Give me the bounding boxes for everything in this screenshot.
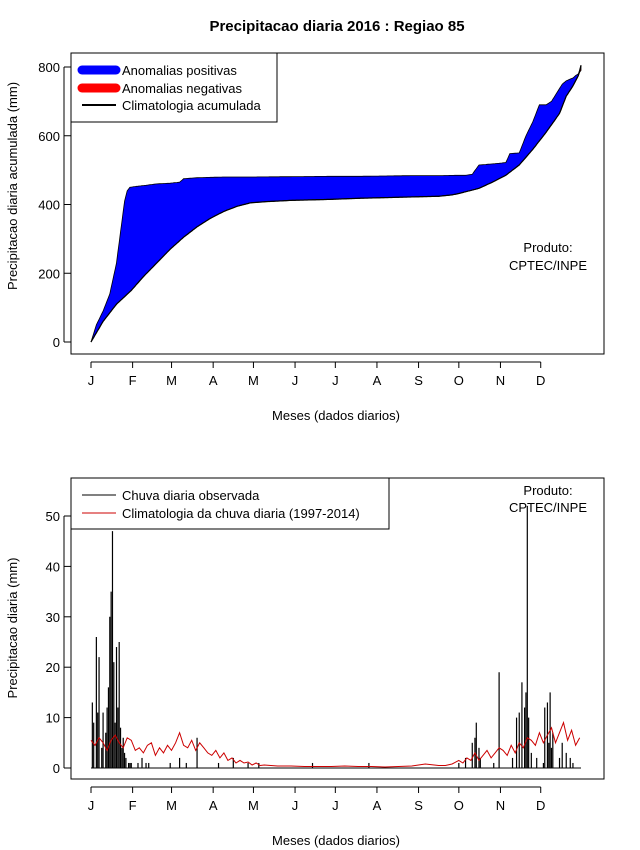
y-tick-label: 20 bbox=[46, 660, 60, 675]
x-tick-label: O bbox=[454, 373, 464, 388]
x-tick-label: J bbox=[292, 373, 299, 388]
x-tick-label: O bbox=[454, 798, 464, 813]
x-tick-label: J bbox=[88, 373, 95, 388]
y-tick-label: 40 bbox=[46, 559, 60, 574]
legend-label-negative: Anomalias negativas bbox=[122, 81, 242, 96]
y-tick-label: 0 bbox=[53, 335, 60, 350]
y-axis-label: Precipitacao diaria acumulada (mm) bbox=[5, 82, 20, 290]
y-tick-label: 200 bbox=[38, 266, 60, 281]
x-tick-label: A bbox=[373, 798, 382, 813]
legend: Anomalias positivas Anomalias negativas … bbox=[70, 52, 278, 123]
legend-label-climatology: Climatologia acumulada bbox=[122, 98, 262, 113]
x-tick-label: F bbox=[129, 373, 137, 388]
legend-label-positive: Anomalias positivas bbox=[122, 63, 237, 78]
x-tick-label: A bbox=[209, 373, 218, 388]
figure-title: Precipitacao diaria 2016 : Regiao 85 bbox=[209, 18, 464, 35]
y-tick-label: 800 bbox=[38, 60, 60, 75]
x-tick-label: J bbox=[332, 373, 339, 388]
daily-climatology-line bbox=[90, 720, 581, 768]
x-tick-label: F bbox=[129, 798, 137, 813]
daily-chart: 0 10 20 30 40 50 J F M A M J J A S O N D Precipitacao di… bbox=[5, 477, 605, 848]
x-tick-label: M bbox=[166, 798, 177, 813]
accumulated-chart: 0 200 400 600 800 J F M A M J J A S O N D Precipitacao … bbox=[5, 52, 605, 423]
y-axis: 0 10 20 30 40 50 bbox=[46, 509, 71, 776]
plot-frame bbox=[70, 52, 605, 355]
x-tick-label: S bbox=[414, 373, 423, 388]
legend-box bbox=[70, 477, 390, 530]
x-tick-label: M bbox=[166, 373, 177, 388]
legend-label-observed: Chuva diaria observada bbox=[122, 488, 260, 503]
observed-bars bbox=[91, 505, 581, 769]
x-axis-label: Meses (dados diarios) bbox=[272, 408, 400, 423]
annotation-product: Produto: bbox=[523, 240, 572, 255]
x-tick-label: M bbox=[248, 798, 259, 813]
x-tick-label: M bbox=[248, 373, 259, 388]
legend-label-climatology: Climatologia da chuva diaria (1997-2014) bbox=[122, 506, 360, 521]
x-tick-label: J bbox=[332, 798, 339, 813]
x-axis-label: Meses (dados diarios) bbox=[272, 833, 400, 848]
x-tick-label: N bbox=[496, 798, 505, 813]
annotation-product: Produto: bbox=[523, 483, 572, 498]
x-tick-label: D bbox=[536, 798, 545, 813]
y-tick-label: 600 bbox=[38, 129, 60, 144]
x-tick-label: S bbox=[414, 798, 423, 813]
x-tick-label: J bbox=[292, 798, 299, 813]
x-tick-label: A bbox=[209, 798, 218, 813]
y-axis-label: Precipitacao diaria (mm) bbox=[5, 558, 20, 699]
y-tick-label: 50 bbox=[46, 509, 60, 524]
climatology-accumulated-line bbox=[90, 65, 582, 343]
x-tick-label: A bbox=[373, 373, 382, 388]
annotation-cptec: CPTEC/INPE bbox=[509, 500, 587, 515]
x-tick-label: J bbox=[88, 798, 95, 813]
y-axis: 0 200 400 600 800 bbox=[38, 60, 71, 350]
y-tick-label: 10 bbox=[46, 711, 60, 726]
x-tick-label: N bbox=[496, 373, 505, 388]
y-tick-label: 0 bbox=[53, 761, 60, 776]
legend: Chuva diaria observada Climatologia da c… bbox=[70, 477, 390, 530]
x-tick-label: D bbox=[536, 373, 545, 388]
annotation-cptec: CPTEC/INPE bbox=[509, 258, 587, 273]
y-tick-label: 400 bbox=[38, 198, 60, 213]
y-tick-label: 30 bbox=[46, 610, 60, 625]
